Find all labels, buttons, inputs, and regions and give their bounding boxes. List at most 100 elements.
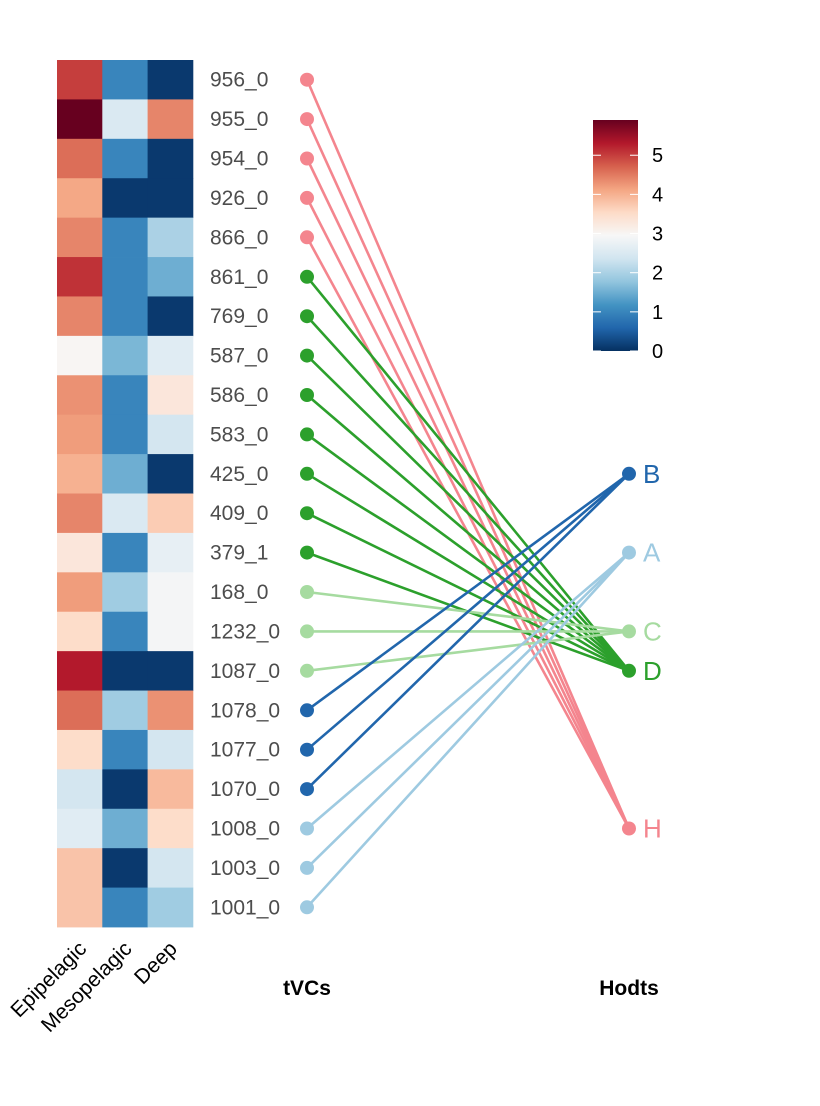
heatmap-cell-926_0-epipelagic: [57, 178, 103, 219]
heatmap-cell-956_0-epipelagic: [57, 60, 103, 100]
link-1070_0-to-B: [306, 472, 630, 791]
tvc-point-425_0: [300, 466, 314, 481]
heatmap-cell-955_0-epipelagic: [57, 99, 103, 140]
host-point-C: [622, 624, 636, 639]
heatmap-cell-1008_0-mesopelagic: [102, 808, 148, 849]
tvc-point-1001_0: [300, 900, 314, 915]
heatmap-cell-587_0-epipelagic: [57, 335, 103, 376]
heatmap-cell-866_0-mesopelagic: [102, 217, 148, 258]
heatmap-cell-379_1-deep: [147, 532, 194, 573]
heatmap-cell-926_0-mesopelagic: [102, 178, 148, 219]
tvc-label-861_0: 861_0: [210, 266, 268, 289]
heatmap-cell-1078_0-epipelagic: [57, 690, 103, 731]
heatmap-cell-425_0-epipelagic: [57, 454, 103, 494]
host-label-B: B: [643, 459, 660, 489]
tvc-label-866_0: 866_0: [210, 226, 268, 249]
heatmap-cell-1070_0-epipelagic: [57, 769, 103, 810]
link-1008_0-to-A: [306, 551, 630, 830]
tvc-point-1232_0: [300, 624, 314, 639]
heatmap-cell-1232_0-epipelagic: [57, 611, 103, 652]
heatmap-cell-1087_0-deep: [147, 651, 194, 691]
tvc-point-168_0: [300, 585, 314, 599]
heatmap-cell-1077_0-deep: [147, 729, 194, 770]
heatmap-cell-1001_0-mesopelagic: [102, 887, 148, 928]
tvc-labels: 956_0 955_0 954_0 926_0 866_0 861_0 769_0 587_0…: [210, 69, 280, 920]
tvc-point-1087_0: [300, 663, 314, 678]
heatmap-cell-168_0-deep: [147, 572, 194, 613]
heatmap-cell-586_0-epipelagic: [57, 375, 103, 416]
heatmap-cell-955_0-deep: [147, 99, 194, 140]
heatmap-cell-409_0-epipelagic: [57, 493, 103, 534]
heatmap-cell-954_0-deep: [147, 138, 194, 179]
tvc-label-409_0: 409_0: [210, 502, 268, 525]
tvc-point-954_0: [300, 151, 314, 166]
heatmap-cell-1001_0-deep: [147, 887, 194, 928]
heatmap-cell-425_0-deep: [147, 454, 194, 494]
heatmap-cell-926_0-deep: [147, 178, 194, 219]
tvc-label-587_0: 587_0: [210, 345, 268, 368]
heatmap-cell-1232_0-deep: [147, 611, 194, 652]
heatmap-cell-168_0-epipelagic: [57, 572, 103, 613]
tvc-label-926_0: 926_0: [210, 187, 268, 210]
tvc-label-583_0: 583_0: [210, 423, 268, 446]
tvc-point-926_0: [300, 190, 314, 205]
tvc-label-1078_0: 1078_0: [210, 699, 280, 722]
host-label-H: H: [643, 814, 662, 844]
heatmap-cell-1008_0-epipelagic: [57, 808, 103, 849]
hosts-axis-title: Hodts: [599, 977, 659, 1000]
link-587_0-to-D: [306, 354, 630, 672]
heatmap-cell-954_0-epipelagic: [57, 138, 103, 179]
heatmap-cell-583_0-epipelagic: [57, 414, 103, 455]
tvc-label-1003_0: 1003_0: [210, 857, 280, 880]
column-label-deep: Deep: [130, 937, 182, 989]
heatmap-cell-1232_0-mesopelagic: [102, 611, 148, 652]
link-1001_0-to-A: [306, 551, 630, 909]
heatmap-cell-583_0-mesopelagic: [102, 414, 148, 455]
link-956_0-to-H: [305, 79, 631, 830]
legend-label-1: 1: [652, 302, 663, 324]
tvc-label-379_1: 379_1: [210, 542, 268, 565]
heatmap-cell-586_0-mesopelagic: [102, 375, 148, 416]
heatmap-cell-1070_0-deep: [147, 769, 194, 810]
heatmap-cell-956_0-mesopelagic: [102, 60, 148, 100]
heatmap-cell-1087_0-epipelagic: [57, 651, 103, 691]
heatmap-cell-861_0-epipelagic: [57, 257, 103, 297]
legend-label-5: 5: [652, 145, 663, 167]
host-label-D: D: [643, 656, 662, 686]
link-1078_0-to-B: [306, 472, 630, 712]
host-points: B A CD H: [622, 459, 662, 844]
heatmap-cell-168_0-mesopelagic: [102, 572, 148, 613]
link-1077_0-to-B: [306, 472, 630, 751]
tvc-label-955_0: 955_0: [210, 108, 268, 131]
heatmap: [57, 60, 194, 928]
heatmap-cell-409_0-mesopelagic: [102, 493, 148, 534]
heatmap-cell-866_0-epipelagic: [57, 217, 103, 258]
tvc-point-956_0: [300, 72, 314, 87]
tvc-label-586_0: 586_0: [210, 384, 268, 407]
heatmap-cell-1003_0-deep: [147, 848, 194, 888]
heatmap-cell-1077_0-epipelagic: [57, 729, 103, 770]
legend-label-0: 0: [652, 341, 663, 363]
heatmap-cell-587_0-deep: [147, 335, 194, 376]
host-label-C: C: [643, 616, 662, 646]
heatmap-cell-769_0-epipelagic: [57, 296, 103, 337]
tvc-point-955_0: [300, 112, 314, 127]
link-583_0-to-D: [306, 433, 630, 672]
heatmap-cell-866_0-deep: [147, 217, 194, 258]
tvc-label-425_0: 425_0: [210, 463, 268, 486]
host-point-H: [622, 821, 636, 836]
tvc-point-1003_0: [300, 860, 314, 875]
heatmap-cell-955_0-mesopelagic: [102, 99, 148, 140]
link-769_0-to-D: [306, 315, 630, 672]
tvc-point-769_0: [300, 309, 314, 324]
heatmap-cell-1008_0-deep: [147, 808, 194, 849]
host-label-A: A: [643, 538, 661, 568]
heatmap-cell-769_0-mesopelagic: [102, 296, 148, 337]
heatmap-cell-409_0-deep: [147, 493, 194, 534]
legend-colorbar: [593, 120, 638, 351]
tvc-label-954_0: 954_0: [210, 148, 268, 171]
heatmap-cell-1003_0-epipelagic: [57, 848, 103, 888]
heatmap-cell-425_0-mesopelagic: [102, 454, 148, 494]
host-point-B: [622, 466, 636, 481]
